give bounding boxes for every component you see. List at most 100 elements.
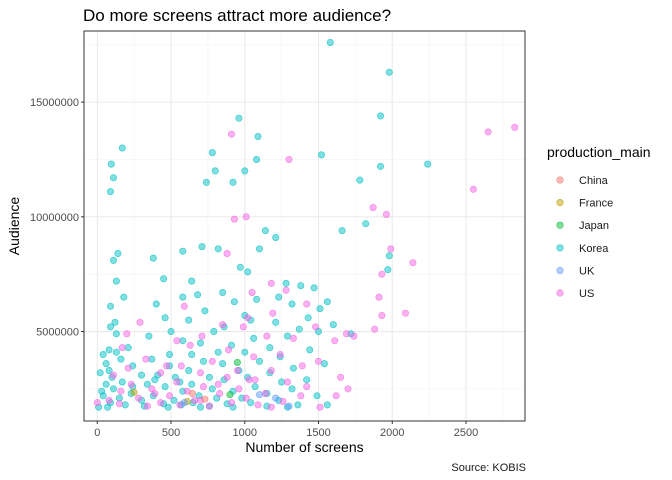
data-point-korea — [99, 388, 105, 394]
data-point-france — [131, 389, 137, 395]
data-point-us — [370, 204, 376, 210]
data-point-korea — [113, 278, 119, 284]
data-point-us — [280, 398, 286, 404]
data-point-korea — [152, 377, 158, 383]
data-point-us — [234, 367, 240, 373]
data-point-korea — [106, 347, 112, 353]
data-point-korea — [253, 296, 259, 302]
legend-label-france: France — [579, 198, 613, 210]
data-point-china — [202, 396, 208, 402]
data-point-us — [379, 312, 385, 318]
data-point-korea — [242, 168, 248, 174]
data-point-us — [268, 404, 274, 410]
data-point-korea — [231, 299, 237, 305]
data-point-us — [224, 250, 230, 256]
data-point-us — [470, 186, 476, 192]
data-point-korea — [162, 315, 168, 321]
data-point-korea — [110, 257, 116, 263]
data-point-korea — [100, 351, 106, 357]
legend-key-china — [557, 177, 564, 184]
data-point-korea — [202, 308, 208, 314]
data-point-us — [158, 370, 164, 376]
data-point-us — [217, 390, 223, 396]
legend-key-korea — [557, 245, 564, 252]
data-point-korea — [425, 161, 431, 167]
data-point-korea — [290, 365, 296, 371]
x-tick-label: 2000 — [380, 427, 404, 439]
data-point-us — [343, 331, 349, 337]
data-point-korea — [273, 319, 279, 325]
data-point-us — [228, 131, 234, 137]
data-point-korea — [160, 276, 166, 282]
data-point-korea — [256, 246, 262, 252]
data-point-us — [215, 381, 221, 387]
legend-key-us — [557, 290, 564, 297]
data-point-us — [304, 301, 310, 307]
x-tick-label: 1000 — [233, 427, 257, 439]
data-point-us — [333, 393, 339, 399]
data-point-us — [332, 338, 338, 344]
data-point-korea — [162, 383, 168, 389]
data-point-korea — [295, 402, 301, 408]
data-point-korea — [304, 377, 310, 383]
data-point-us — [137, 319, 143, 325]
data-point-korea — [273, 234, 279, 240]
data-point-korea — [237, 264, 243, 270]
data-point-korea — [180, 338, 186, 344]
data-point-korea — [363, 221, 369, 227]
data-point-korea — [283, 280, 289, 286]
data-point-korea — [327, 39, 333, 45]
data-point-korea — [199, 243, 205, 249]
data-point-us — [135, 395, 141, 401]
data-point-korea — [97, 370, 103, 376]
y-tick-label: 10000000 — [30, 212, 79, 224]
data-point-us — [284, 379, 290, 385]
panel-border — [84, 31, 525, 421]
data-point-korea — [122, 402, 128, 408]
data-point-korea — [209, 386, 215, 392]
data-point-us — [485, 129, 491, 135]
legend-key-france — [557, 199, 564, 206]
data-point-korea — [146, 333, 152, 339]
data-point-korea — [186, 317, 192, 323]
data-point-korea — [215, 349, 221, 355]
y-tick-label: 15000000 — [30, 97, 79, 109]
data-point-korea — [377, 113, 383, 119]
data-points — [94, 39, 518, 410]
data-point-us — [304, 383, 310, 389]
data-point-us — [268, 367, 274, 373]
data-point-us — [236, 386, 242, 392]
data-point-korea — [110, 386, 116, 392]
data-point-korea — [166, 351, 172, 357]
data-point-us — [255, 402, 261, 408]
data-point-us — [277, 351, 283, 357]
legend-label-china: China — [579, 175, 609, 187]
data-point-korea — [119, 379, 125, 385]
data-point-korea — [189, 351, 195, 357]
data-point-korea — [252, 383, 258, 389]
data-point-korea — [236, 115, 242, 121]
data-point-korea — [138, 372, 144, 378]
data-point-us — [252, 377, 258, 383]
data-point-korea — [107, 188, 113, 194]
data-point-korea — [118, 356, 124, 362]
data-point-korea — [107, 303, 113, 309]
data-point-us — [245, 315, 251, 321]
data-point-us — [158, 399, 164, 405]
data-point-korea — [284, 333, 290, 339]
data-point-us — [290, 335, 296, 341]
data-point-korea — [189, 278, 195, 284]
data-point-us — [345, 386, 351, 392]
data-point-korea — [305, 315, 311, 321]
data-point-korea — [215, 246, 221, 252]
data-point-us — [315, 358, 321, 364]
data-point-korea — [194, 292, 200, 298]
data-point-us — [243, 395, 249, 401]
data-point-us — [119, 344, 125, 350]
data-point-us — [110, 372, 116, 378]
data-point-us — [264, 333, 270, 339]
legend-key-uk — [557, 267, 564, 274]
data-point-us — [224, 374, 230, 380]
data-point-korea — [245, 269, 251, 275]
data-point-korea — [256, 358, 262, 364]
